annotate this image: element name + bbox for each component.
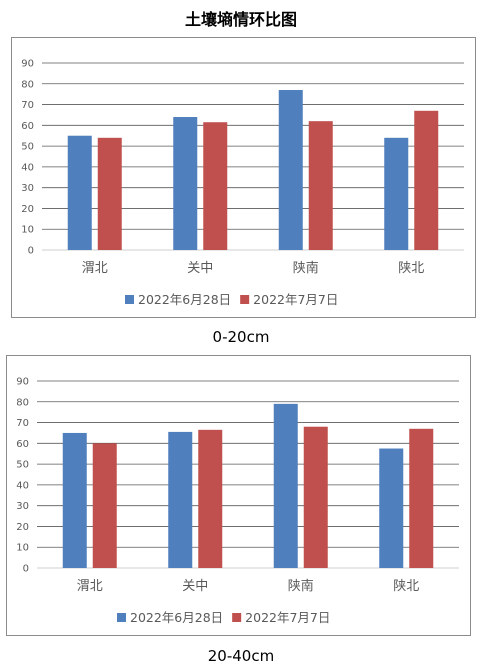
y-tick-label: 0 [23,564,29,575]
chart-20-40cm-svg: 0 10 20 30 40 50 60 70 80 90 渭北 关中 陕南 陕北 2022年6月28日 202… [16,377,459,625]
x-category-label: 关中 [187,261,213,276]
bar-series2-1 [198,429,223,568]
legend-label-1: 2022年6月28日 [138,292,231,307]
y-tick-label: 50 [16,460,29,471]
y-tick-label: 0 [28,246,34,257]
x-category-label: 渭北 [82,261,108,276]
y-tick-label: 60 [16,439,29,450]
y-tick-label: 80 [16,397,29,408]
y-tick-label: 40 [16,480,29,491]
chart-0-20cm-caption: 0-20cm [212,328,270,346]
x-category-label: 渭北 [77,579,103,594]
bar-series1-2 [278,90,303,250]
legend-label-2: 2022年7月7日 [245,610,330,625]
chart-20-40cm: 0 10 20 30 40 50 60 70 80 90 渭北 关中 陕南 陕北 2022年6月28日 202… [6,355,471,636]
x-category-label: 陕北 [398,261,424,276]
chart-0-20cm: 0 10 20 30 40 50 60 70 80 90 渭北 关中 陕南 陕北 2022年6月28日 202… [11,37,476,318]
bar-series1-2 [273,403,298,568]
bar-series1-3 [384,137,409,250]
legend-label-2: 2022年7月7日 [253,292,338,307]
bar-series1-0 [67,135,92,250]
legend-label-1: 2022年6月28日 [130,610,223,625]
y-tick-label: 10 [16,543,29,554]
bar-series2-2 [308,121,333,250]
y-tick-label: 80 [21,79,34,90]
y-tick-label: 10 [21,225,34,236]
y-tick-label: 30 [21,183,34,194]
y-tick-label: 90 [16,377,29,388]
bar-series1-1 [168,431,193,568]
x-category-label: 陕南 [288,578,314,594]
legend-swatch-2 [232,613,242,622]
legend-swatch-1 [125,295,134,304]
bar-series1-1 [173,117,198,251]
y-tick-label: 20 [21,204,34,215]
page-title: 土壤墒情环比图 [184,10,297,29]
chart-20-40cm-caption: 20-40cm [207,647,275,665]
y-tick-label: 30 [16,501,29,512]
legend-swatch-2 [240,295,250,304]
y-tick-label: 60 [21,121,34,132]
bar-series2-0 [92,443,117,568]
x-category-label: 关中 [182,579,208,594]
x-category-label: 陕北 [393,579,419,594]
bar-series2-3 [414,110,439,251]
y-tick-label: 70 [16,418,29,429]
bar-series2-3 [409,428,434,568]
bar-series1-0 [62,432,87,568]
bar-series2-0 [97,137,122,250]
bar-series1-3 [379,448,404,568]
legend-swatch-1 [117,613,126,622]
y-tick-label: 40 [21,162,34,173]
y-tick-label: 50 [21,142,34,153]
chart-0-20cm-svg: 0 10 20 30 40 50 60 70 80 90 渭北 关中 陕南 陕北 2022年6月28日 202… [21,59,464,307]
bar-series2-2 [303,426,328,568]
y-tick-label: 70 [21,100,34,111]
bar-series2-1 [203,122,228,250]
y-tick-label: 20 [16,522,29,533]
y-tick-label: 90 [21,59,34,70]
x-category-label: 陕南 [293,260,319,276]
